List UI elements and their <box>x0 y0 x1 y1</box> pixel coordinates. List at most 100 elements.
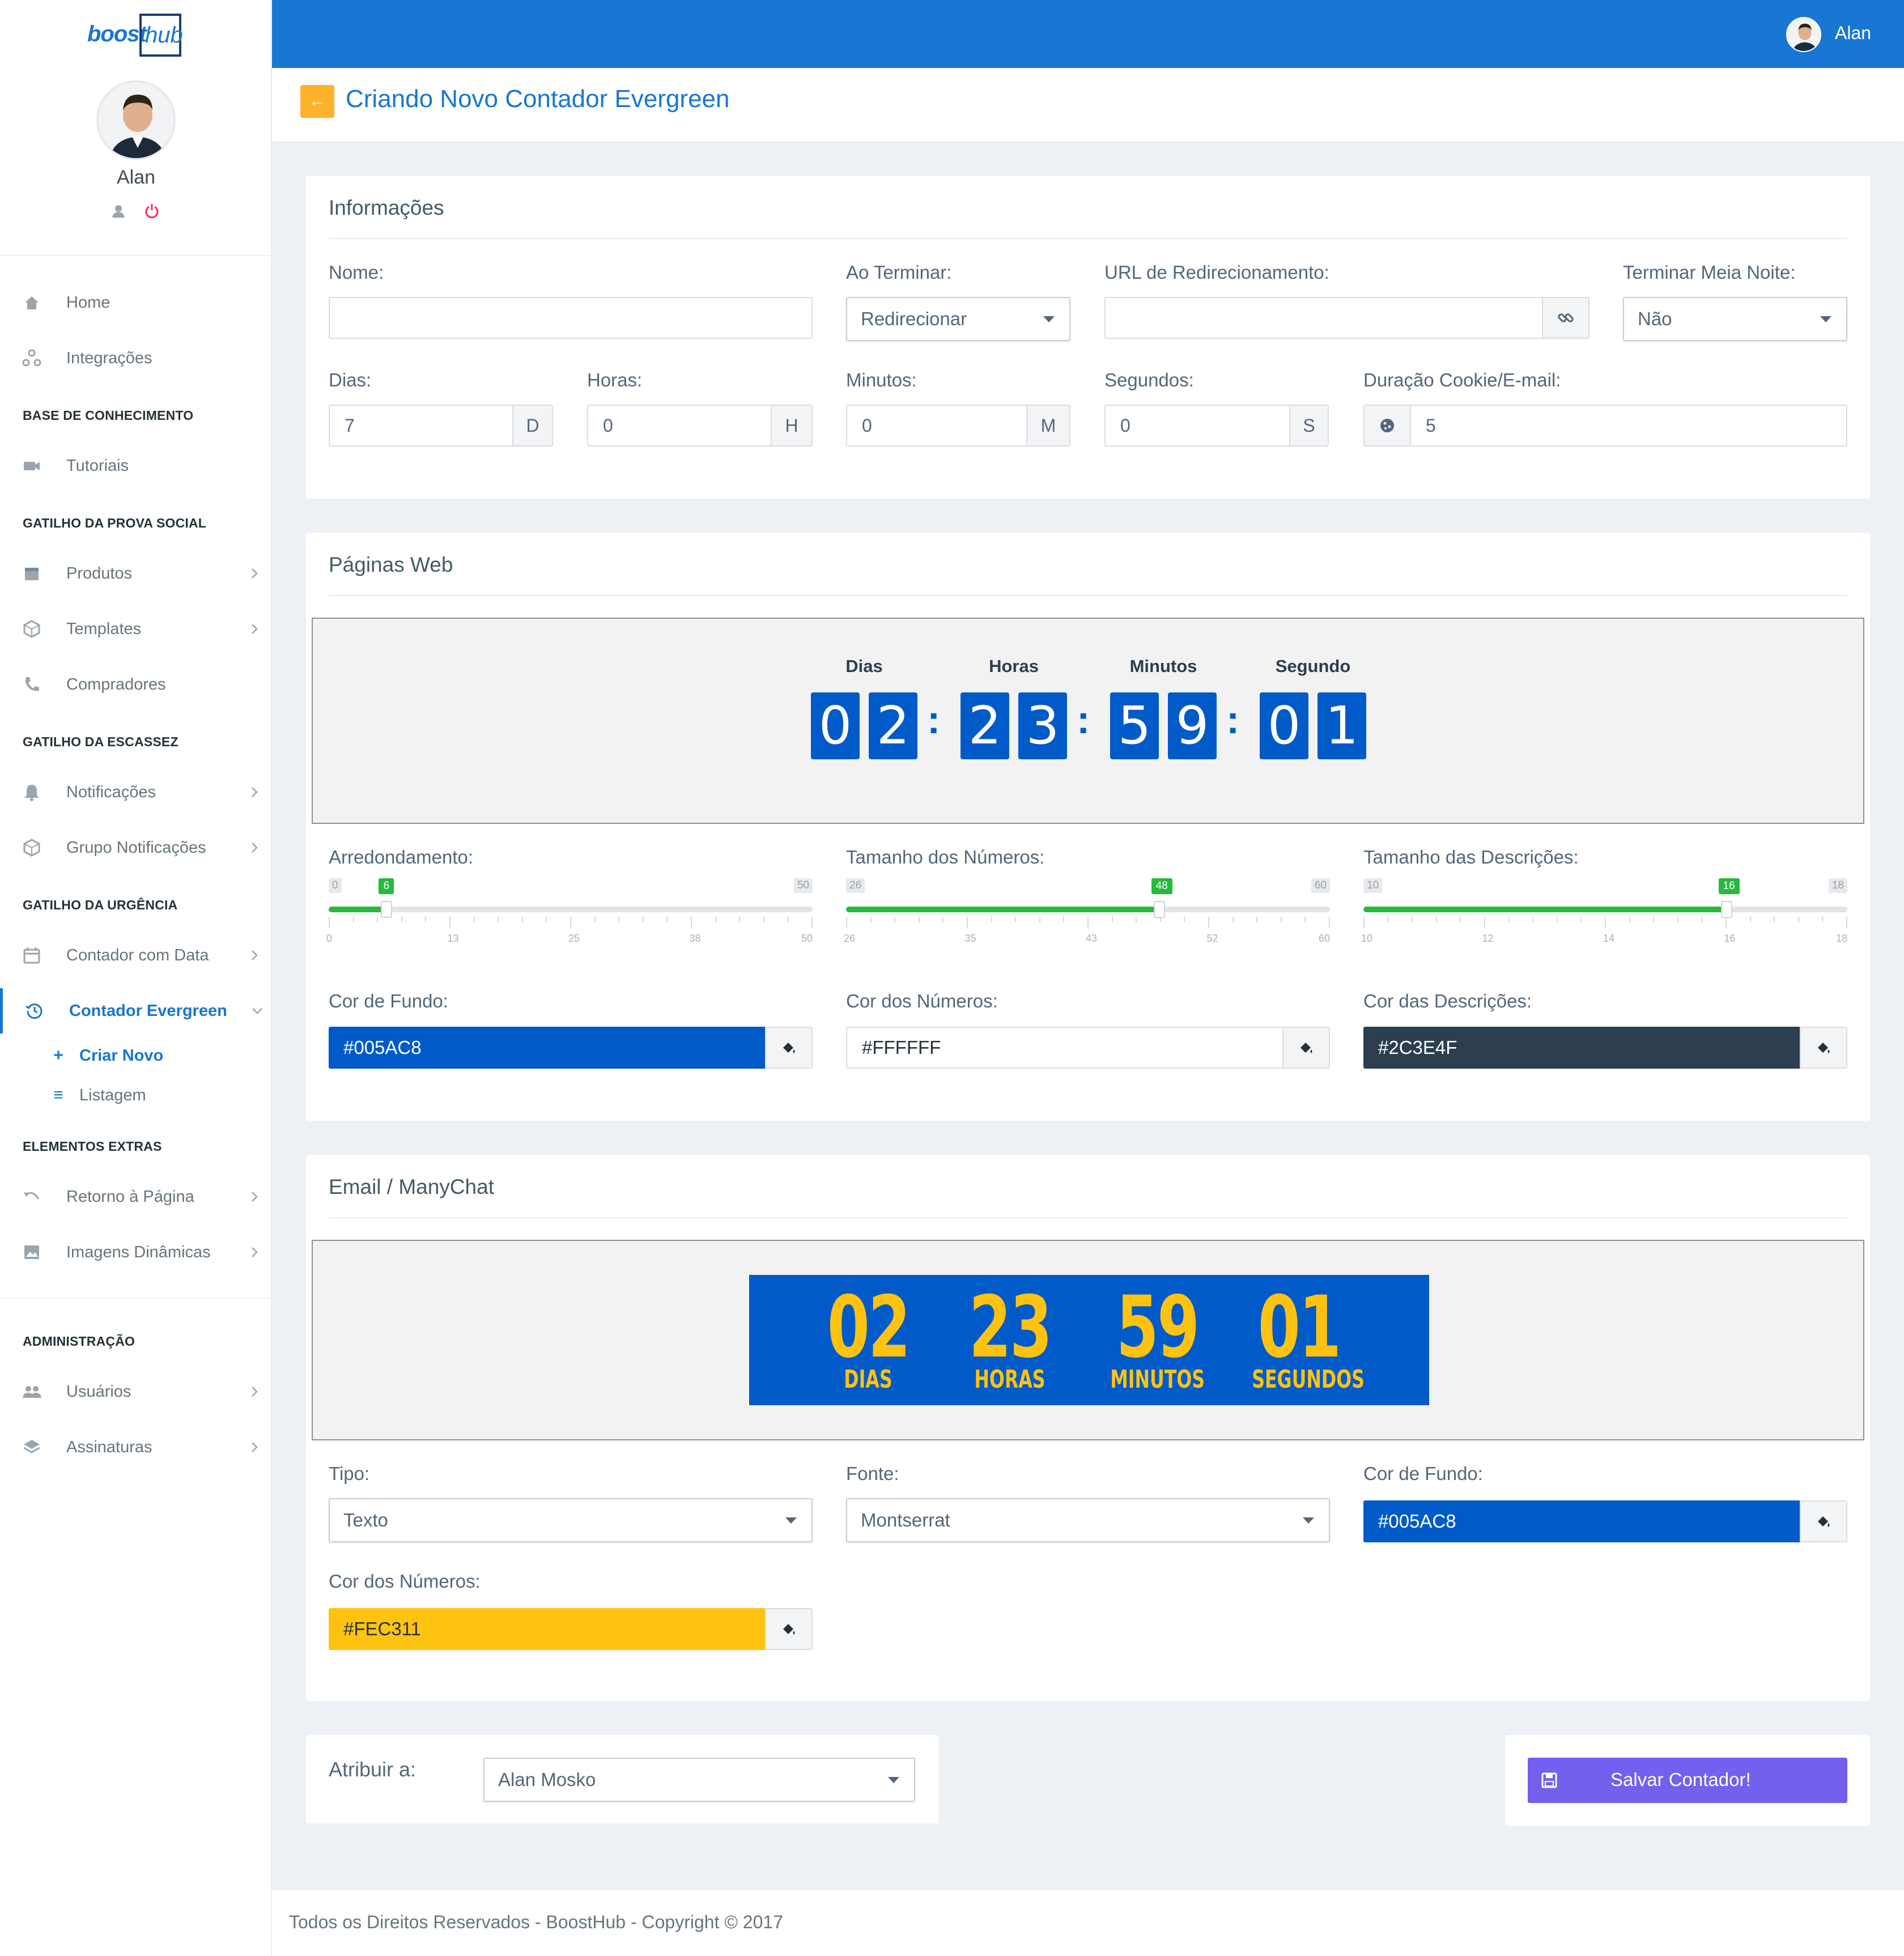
slider-track <box>329 907 813 912</box>
page-header: ← Criando Novo Contador Evergreen <box>272 68 1904 142</box>
sidebar-item-home[interactable]: Home <box>0 280 272 325</box>
slider-tick <box>594 917 596 922</box>
chevron-right-icon <box>252 624 258 634</box>
card-divider <box>329 1217 1847 1218</box>
slider-handle[interactable] <box>1720 901 1732 918</box>
sidebar-item-notificacoes[interactable]: Notificações <box>0 769 272 815</box>
slider-min: 26 <box>846 878 865 893</box>
slider-tick <box>846 917 847 928</box>
fonte-select[interactable]: Montserrat <box>846 1498 1330 1542</box>
paint-bucket-icon <box>1300 1043 1312 1053</box>
sidebar-item-imagens-dinamicas[interactable]: Imagens Dinâmicas <box>0 1230 272 1275</box>
countdown-colon: : <box>927 698 941 742</box>
product-icon <box>25 568 39 580</box>
save-button[interactable]: Salvar Contador! <box>1528 1758 1847 1803</box>
tipo-select[interactable]: Texto <box>329 1498 813 1542</box>
arredondamento-slider[interactable]: 0 50 6 0 13 25 38 50 <box>326 878 813 946</box>
sidebar-heading: GATILHO DA URGÊNCIA <box>23 898 178 912</box>
sidebar-item-usuarios[interactable]: Usuários <box>0 1369 272 1414</box>
sidebar-item-produtos[interactable]: Produtos <box>0 551 272 596</box>
sidebar-item-label: Retorno à Página <box>66 1187 194 1206</box>
sidebar-item-grupo-notificacoes[interactable]: Grupo Notificações <box>0 825 272 870</box>
sidebar-item-contador-evergreen[interactable]: Contador Evergreen <box>0 988 272 1034</box>
nome-input[interactable] <box>329 297 813 339</box>
assign-select[interactable]: Alan Mosko <box>483 1758 915 1802</box>
sidebar-subitem-listagem[interactable]: ≡ Listagem <box>50 1081 146 1109</box>
cookie-input[interactable]: 5 <box>1410 405 1847 447</box>
minutos-input[interactable]: 0 <box>846 405 1027 447</box>
cor-descricoes-label: Cor das Descrições: <box>1363 990 1532 1011</box>
sidebar-item-assinaturas[interactable]: Assinaturas <box>0 1425 272 1470</box>
slider-value: 48 <box>1151 878 1172 894</box>
brand-word-hub: hub <box>139 14 183 57</box>
slider-handle[interactable] <box>381 901 393 918</box>
power-icon[interactable] <box>144 203 160 219</box>
link-icon <box>1558 313 1574 322</box>
slider-tick <box>498 917 499 922</box>
user-icon[interactable] <box>111 204 126 219</box>
sidebar-item-templates[interactable]: Templates <box>0 606 272 652</box>
sidebar-item-retorno-pagina[interactable]: Retorno à Página <box>0 1174 272 1219</box>
slider-tick-label: 25 <box>568 933 580 944</box>
slider-tick-label: 12 <box>1482 933 1494 944</box>
tamanho-numeros-slider[interactable]: 26 60 48 26 35 43 52 60 <box>844 878 1330 946</box>
cor-descricoes-input[interactable]: #2C3E4F <box>1363 1027 1801 1069</box>
avatar[interactable] <box>1786 17 1821 52</box>
slider-handle[interactable] <box>1153 901 1165 918</box>
sidebar-item-integracoes[interactable]: Integrações <box>0 335 272 381</box>
avatar[interactable] <box>96 80 176 160</box>
slider-tick <box>1387 917 1389 922</box>
chevron-right-icon <box>252 1247 258 1257</box>
color-picker-button[interactable] <box>765 1608 813 1650</box>
sidebar-item-label: Usuários <box>66 1382 131 1401</box>
horas-input[interactable]: 0 <box>587 405 772 447</box>
sidebar-subitem-criar-novo[interactable]: + Criar Novo <box>50 1041 163 1070</box>
slider-tick <box>1435 917 1437 922</box>
slider-tick <box>1726 917 1727 928</box>
card-title: Páginas Web <box>329 553 453 576</box>
tamanho-descricoes-slider[interactable]: 10 18 16 10 12 14 16 18 <box>1361 878 1847 946</box>
brand-logo[interactable]: boost hub <box>87 14 184 59</box>
horas-suffix: H <box>771 405 813 447</box>
cube-icon <box>23 839 40 857</box>
sidebar-item-contador-com-data[interactable]: Contador com Data <box>0 933 272 978</box>
topbar: Alan <box>272 0 1904 68</box>
color-picker-button[interactable] <box>1282 1027 1330 1069</box>
slider-label-tamanho-numeros: Tamanho dos Números: <box>846 847 1045 868</box>
card-divider <box>329 238 1847 239</box>
slider-tick <box>1846 917 1847 928</box>
email-cor-fundo-label: Cor de Fundo: <box>1363 1463 1483 1484</box>
layers-icon <box>23 1440 40 1453</box>
color-picker-button[interactable] <box>1800 1027 1847 1069</box>
dias-label: Dias: <box>329 369 372 390</box>
url-input[interactable] <box>1104 297 1543 339</box>
segundos-input[interactable]: 0 <box>1104 405 1290 447</box>
cor-numeros-input[interactable]: #FFFFFF <box>846 1027 1284 1069</box>
slider-tick <box>449 917 450 928</box>
link-addon[interactable] <box>1542 297 1590 339</box>
sidebar-item-tutoriais[interactable]: Tutoriais <box>0 443 272 488</box>
ao-terminar-select[interactable]: Redirecionar <box>846 297 1070 341</box>
topbar-user-name[interactable]: Alan <box>1835 23 1872 43</box>
dias-input[interactable]: 7 <box>329 405 513 447</box>
slider-value: 16 <box>1718 878 1740 894</box>
countdown-label-dias: Dias <box>845 656 883 676</box>
chevron-right-icon <box>252 1387 258 1397</box>
sidebar-item-compradores[interactable]: Compradores <box>0 662 272 707</box>
slider-tick-label: 43 <box>1086 933 1098 944</box>
back-button[interactable]: ← <box>300 85 334 118</box>
slider-tick <box>918 917 920 922</box>
email-cor-fundo-input[interactable]: #005AC8 <box>1363 1500 1801 1542</box>
chevron-right-icon <box>252 787 258 797</box>
slider-tick-label: 0 <box>326 933 333 944</box>
meia-noite-select[interactable]: Não <box>1623 297 1847 341</box>
color-picker-button[interactable] <box>765 1027 813 1069</box>
meia-noite-label: Terminar Meia Noite: <box>1623 262 1796 283</box>
countdown-label-minutos: Minutos <box>1129 656 1197 676</box>
email-cor-numeros-input[interactable]: #FEC311 <box>329 1608 766 1650</box>
slider-tick <box>1822 917 1824 922</box>
color-picker-button[interactable] <box>1800 1500 1847 1542</box>
email-number-horas: 23 <box>968 1278 1052 1377</box>
slider-tick <box>401 917 402 922</box>
cor-fundo-input[interactable]: #005AC8 <box>329 1027 766 1069</box>
